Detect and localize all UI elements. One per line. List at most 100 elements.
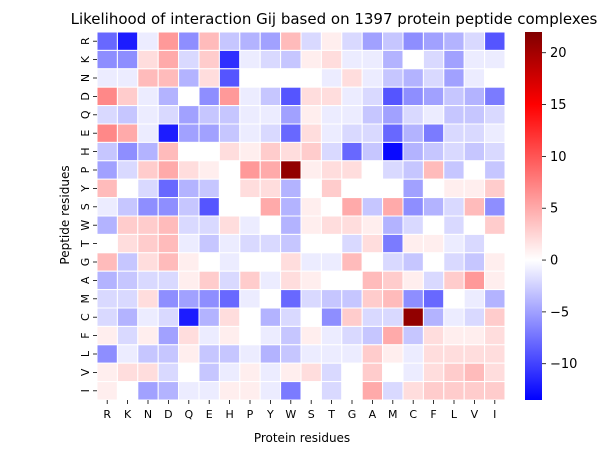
heatmap-cell-S-I (484, 197, 506, 217)
heatmap-cell-R-V (463, 31, 486, 51)
heatmap-cell-F-S (300, 325, 322, 346)
heatmap-cell-C-I (484, 307, 506, 327)
heatmap-cell-P-H (218, 160, 241, 180)
heatmap-cell-S-F (422, 197, 445, 217)
heatmap-cell-H-G (341, 141, 363, 162)
heatmap-cell-Q-P (239, 105, 261, 125)
heatmap-cell-W-H (218, 215, 241, 235)
heatmap-cell-L-K (116, 344, 139, 364)
heatmap-cell-E-Q (178, 123, 200, 143)
heatmap-cell-D-N (137, 86, 159, 107)
y-tick-label: S (79, 203, 92, 210)
heatmap-cell-M-K (116, 289, 139, 309)
heatmap-cell-M-Y (259, 289, 282, 309)
colorbar-tick-label: 0 (550, 254, 558, 269)
heatmap-cell-R-K (116, 31, 139, 51)
heatmap-cell-H-V (463, 141, 486, 162)
heatmap-cell-K-I (484, 49, 506, 70)
heatmap-cell-I-I (484, 381, 506, 401)
heatmap-cell-K-G (341, 49, 363, 70)
y-tick-label: D (79, 92, 92, 100)
heatmap-cell-L-W (280, 344, 302, 364)
heatmap-cell-I-T (320, 381, 343, 401)
heatmap-cell-K-P (239, 49, 261, 70)
heatmap-cell-F-N (137, 325, 159, 346)
heatmap-cell-F-K (116, 325, 139, 346)
y-tick-label: C (79, 313, 92, 321)
heatmap-cell-F-R (96, 325, 118, 346)
y-tick-label: V (79, 368, 92, 376)
heatmap-cell-N-A (361, 68, 384, 88)
heatmap-cell-E-W (280, 123, 302, 143)
heatmap-cell-V-H (218, 362, 241, 383)
heatmap-cell-Q-H (218, 105, 241, 125)
heatmap-cell-P-V (463, 160, 486, 180)
heatmap-cell-K-T (320, 49, 343, 70)
heatmap-cell-Y-W (280, 178, 302, 199)
heatmap-cell-P-D (157, 160, 180, 180)
heatmap-cell-C-G (341, 307, 363, 327)
heatmap-cell-Y-L (443, 178, 465, 199)
y-axis-ticks: R K N D Q E H P Y S W T G A M C F L V I (79, 37, 97, 392)
heatmap-cell-C-Y (259, 307, 282, 327)
heatmap-cell-V-P (239, 362, 261, 383)
heatmap-cell-N-C (402, 68, 424, 88)
heatmap-cell-S-M (382, 197, 404, 217)
heatmap-cell-H-F (422, 141, 445, 162)
heatmap-cell-M-P (239, 289, 261, 309)
heatmap-cell-D-T (320, 86, 343, 107)
heatmap-cell-N-H (218, 68, 241, 88)
heatmap-cell-K-V (463, 49, 486, 70)
y-tick-label: M (79, 294, 92, 304)
heatmap-cell-A-I (484, 270, 506, 291)
heatmap-cell-G-F (422, 252, 445, 272)
heatmap-cell-W-R (96, 215, 118, 235)
heatmap-cell-E-H (218, 123, 241, 143)
heatmap-cell-M-N (137, 289, 159, 309)
heatmap-cell-K-Q (178, 49, 200, 70)
y-tick-label: L (79, 350, 92, 357)
heatmap-cell-C-N (137, 307, 159, 327)
heatmap-cell-P-W (280, 160, 302, 180)
heatmap-cell-I-H (218, 381, 241, 401)
heatmap-cell-D-M (382, 86, 404, 107)
heatmap-cell-E-N (137, 123, 159, 143)
x-tick-label: H (225, 408, 233, 421)
heatmap-cell-S-W (280, 197, 302, 217)
heatmap-cell-F-I (484, 325, 506, 346)
heatmap-cell-R-D (157, 31, 180, 51)
heatmap-cell-A-L (443, 270, 465, 291)
heatmap-cell-T-M (382, 233, 404, 254)
heatmap-cell-D-K (116, 86, 139, 107)
heatmap-cell-V-E (198, 362, 220, 383)
heatmap-cell-Y-F (422, 178, 445, 199)
heatmap-cell-K-M (382, 49, 404, 70)
heatmap-cell-A-H (218, 270, 241, 291)
heatmap-cell-V-F (422, 362, 445, 383)
heatmap-cell-L-N (137, 344, 159, 364)
heatmap-cell-P-A (361, 160, 384, 180)
heatmap-cell-E-V (463, 123, 486, 143)
heatmap-cell-E-C (402, 123, 424, 143)
heatmap-cell-V-S (300, 362, 322, 383)
heatmap-cell-G-C (402, 252, 424, 272)
heatmap-cell-D-W (280, 86, 302, 107)
heatmap-cell-C-W (280, 307, 302, 327)
heatmap-cell-M-L (443, 289, 465, 309)
heatmap-cell-A-Q (178, 270, 200, 291)
heatmap-cell-C-M (382, 307, 404, 327)
heatmap-cell-R-P (239, 31, 261, 51)
y-tick-label: T (79, 240, 92, 248)
heatmap-cell-K-R (96, 49, 118, 70)
heatmap-cell-M-T (320, 289, 343, 309)
heatmap-cell-G-S (300, 252, 322, 272)
heatmap-cell-C-T (320, 307, 343, 327)
heatmap-cell-F-A (361, 325, 384, 346)
heatmap-cell-K-W (280, 49, 302, 70)
heatmap-cell-S-V (463, 197, 486, 217)
heatmap-cell-D-L (443, 86, 465, 107)
heatmap-cell-W-L (443, 215, 465, 235)
heatmap-cell-L-D (157, 344, 180, 364)
